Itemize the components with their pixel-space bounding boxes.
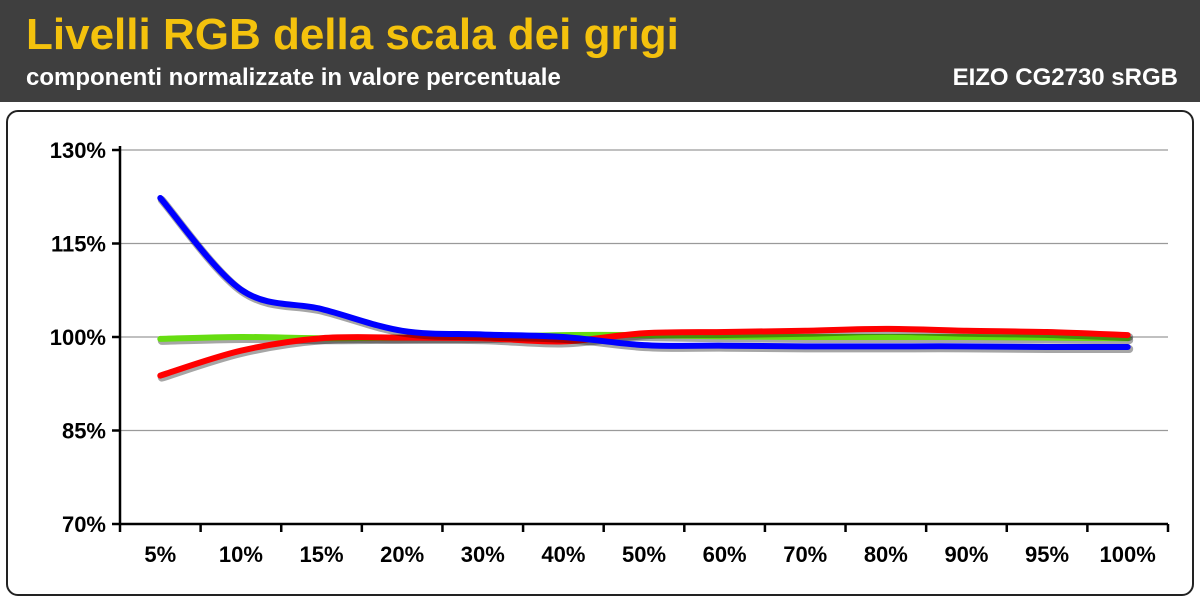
x-tick-label: 60% [703, 542, 747, 567]
x-tick-label: 20% [380, 542, 424, 567]
series-line-blue-shadow [157, 196, 1134, 354]
chart-frame [6, 110, 1194, 596]
x-tick-label: 30% [461, 542, 505, 567]
x-tick-label: 80% [864, 542, 908, 567]
x-tick-label: 5% [144, 542, 176, 567]
device-label: EIZO CG2730 sRGB [952, 64, 1178, 91]
chart-subtitle: componenti normalizzate in valore percen… [26, 64, 561, 91]
chart-header: Livelli RGB della scala dei grigi compon… [0, 0, 1200, 102]
x-tick-label: 90% [944, 542, 988, 567]
x-tick-label: 15% [300, 542, 344, 567]
x-tick-label: 40% [541, 542, 585, 567]
y-tick-label: 130% [50, 138, 106, 163]
x-tick-label: 10% [219, 542, 263, 567]
y-tick-label: 115% [51, 232, 106, 257]
series-line-red [157, 325, 1131, 379]
x-tick-label: 50% [622, 542, 666, 567]
y-tick-label: 70% [62, 512, 106, 537]
x-tick-label: 100% [1100, 542, 1156, 567]
chart-title: Livelli RGB della scala dei grigi [26, 10, 679, 59]
x-tick-label: 95% [1025, 542, 1069, 567]
y-tick-label: 85% [62, 419, 106, 444]
y-tick-label: 100% [50, 325, 106, 350]
x-tick-label: 70% [783, 542, 827, 567]
series-line-blue [157, 195, 1131, 351]
